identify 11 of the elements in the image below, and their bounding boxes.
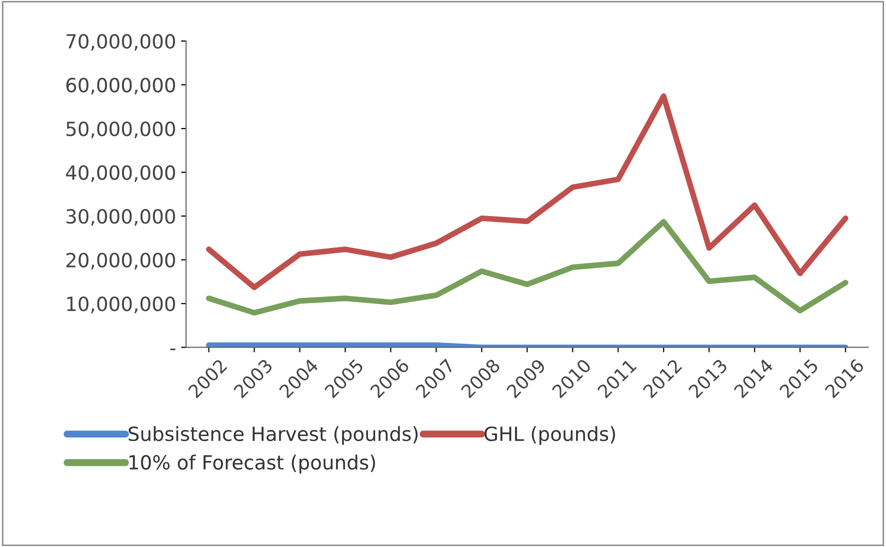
y-tick-label: 10,000,000 — [67, 296, 176, 314]
legend-label: 10% of Forecast (pounds) — [130, 454, 376, 474]
y-tick-label: 60,000,000 — [66, 78, 176, 94]
y-tick-label: 20,000,000 — [66, 252, 176, 270]
y-tick-label: 30,000,000 — [66, 209, 176, 226]
y-tick-label: 70,000,000 — [66, 34, 176, 51]
y-tick-label: 40,000,000 — [66, 165, 176, 182]
legend-label: GHL (pounds) — [484, 426, 616, 445]
y-tick-label: - — [170, 348, 176, 350]
y-tick-label: 50,000,000 — [66, 122, 176, 138]
legend-label: Subsistence Harvest (pounds) — [128, 426, 418, 445]
